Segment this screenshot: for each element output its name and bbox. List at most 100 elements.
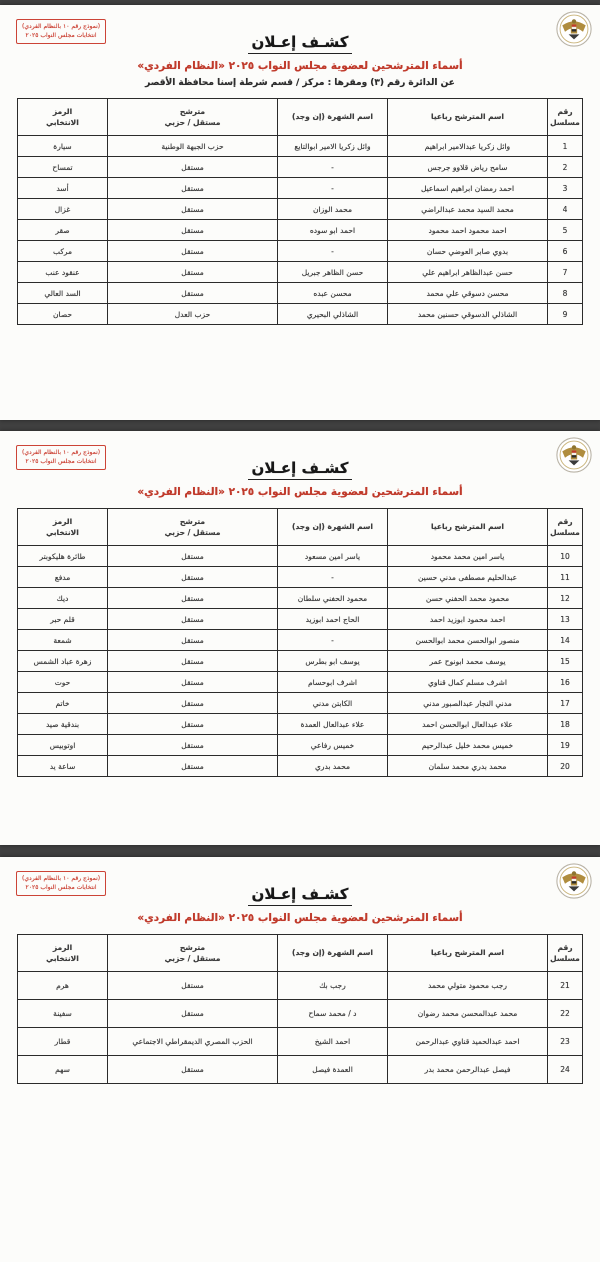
- serial-cell: 19: [547, 734, 583, 756]
- serial-cell: 17: [547, 692, 583, 714]
- page-1: (نموذج رقم ١٠ بالنظام الفردي) انتخابات م…: [0, 5, 600, 420]
- party-cell: مستقل: [107, 650, 278, 672]
- party-cell: حزب الجبهة الوطنية: [107, 135, 278, 157]
- table-row: 20 محمد بدري محمد سلمان محمد بدري مستقل ساعة…: [17, 755, 583, 777]
- party-cell: مستقل: [107, 198, 278, 220]
- famous-name-cell: -: [277, 629, 388, 651]
- symbol-cell: اوتوبيس: [17, 734, 108, 756]
- table-row: 13 احمد محمود ابوزيد احمد الحاج احمد ابوزي…: [17, 608, 583, 630]
- symbol-cell: سفينة: [17, 999, 108, 1028]
- table-row: 22 محمد عبدالمحسن محمد رضوان د / محمد سماح…: [17, 999, 583, 1028]
- famous-name-cell: -: [277, 566, 388, 588]
- serial-cell: 18: [547, 713, 583, 735]
- serial-cell: 15: [547, 650, 583, 672]
- table-row: 23 احمد عبدالحميد قناوي عبدالرحمن احمد الش…: [17, 1027, 583, 1056]
- famous-name-cell: ياسر امين مسعود: [277, 545, 388, 567]
- stamp-line-1: (نموذج رقم ١٠ بالنظام الفردي): [22, 449, 101, 456]
- serial-cell: 3: [547, 177, 583, 199]
- party-cell: مستقل: [107, 566, 278, 588]
- serial-header: رقم مسلسل: [547, 934, 583, 972]
- table-row: 21 رجب محمود متولي محمد رجب بك مستقل هرم: [17, 971, 583, 1000]
- famous-name-cell: الكابتن مدني: [277, 692, 388, 714]
- serial-cell: 16: [547, 671, 583, 693]
- symbol-header: الرمز الانتخابي: [17, 508, 108, 546]
- party-header: مترشح مستقل / حزبي: [107, 934, 278, 972]
- famous-name-cell: يوسف ابو بطرس: [277, 650, 388, 672]
- table-row: 24 فيصل عبدالرحمن محمد بدر العمدة فيصل مستق…: [17, 1055, 583, 1084]
- serial-cell: 5: [547, 219, 583, 241]
- party-header: مترشح مستقل / حزبي: [107, 98, 278, 136]
- famous-name-cell: محمد بدري: [277, 755, 388, 777]
- symbol-cell: تمساح: [17, 156, 108, 178]
- egypt-eagle-emblem-icon: [556, 863, 592, 899]
- famous-name-cell: خميس رفاعي: [277, 734, 388, 756]
- party-cell: حزب العدل: [107, 303, 278, 325]
- famous-name-cell: العمدة فيصل: [277, 1055, 388, 1084]
- party-cell: مستقل: [107, 999, 278, 1028]
- serial-cell: 21: [547, 971, 583, 1000]
- famous-name-cell: محسن عبده: [277, 282, 388, 304]
- party-cell: مستقل: [107, 545, 278, 567]
- symbol-cell: هرم: [17, 971, 108, 1000]
- page-subtitle: أسماء المترشحين لعضوية مجلس النواب ٢٠٢٥ …: [137, 60, 463, 72]
- famous-name-cell: محمود الحفني سلطان: [277, 587, 388, 609]
- table-row: 7 حسن عبدالظاهر ابراهيم علي حسن الظاهر جبر…: [17, 261, 583, 283]
- famous-name-cell: رجب بك: [277, 971, 388, 1000]
- candidates-table: رقم مسلسل اسم المترشح رباعيا اسم الشهرة …: [17, 98, 583, 325]
- serial-cell: 9: [547, 303, 583, 325]
- party-cell: مستقل: [107, 156, 278, 178]
- famous-name-cell: الحاج احمد ابوزيد: [277, 608, 388, 630]
- serial-cell: 14: [547, 629, 583, 651]
- famous-name-cell: احمد الشيخ: [277, 1027, 388, 1056]
- symbol-cell: حصان: [17, 303, 108, 325]
- symbol-cell: صقر: [17, 219, 108, 241]
- symbol-cell: خاتم: [17, 692, 108, 714]
- stamp-line-2: انتخابات مجلس النواب ٢٠٢٥: [25, 32, 97, 40]
- serial-header: رقم مسلسل: [547, 98, 583, 136]
- famous-name-header: اسم الشهرة (إن وجد): [277, 98, 388, 136]
- party-cell: مستقل: [107, 587, 278, 609]
- table-row: 11 عبدالحليم مصطفى مدني حسين - مستقل مدفع: [17, 566, 583, 588]
- candidate-name-cell: اشرف مسلم كمال قناوي: [387, 671, 548, 693]
- candidate-name-cell: منصور ابوالحسن محمد ابوالحسن: [387, 629, 548, 651]
- candidate-name-cell: محمود محمد الحفني حسن: [387, 587, 548, 609]
- symbol-cell: بندقية صيد: [17, 713, 108, 735]
- candidates-table: رقم مسلسل اسم المترشح رباعيا اسم الشهرة …: [17, 508, 583, 777]
- page-subtitle: أسماء المترشحين لعضوية مجلس النواب ٢٠٢٥ …: [137, 912, 463, 924]
- party-cell: مستقل: [107, 261, 278, 283]
- page-title: كشـف إعـلان: [0, 33, 600, 54]
- table-row: 12 محمود محمد الحفني حسن محمود الحفني سلطا…: [17, 587, 583, 609]
- candidate-name-cell: يوسف محمد ابونوح عمر: [387, 650, 548, 672]
- table-row: 6 بدوي صابر العوضي حسان - مستقل مركب: [17, 240, 583, 262]
- candidate-name-cell: احمد محمود ابوزيد احمد: [387, 608, 548, 630]
- candidate-name-cell: محمد السيد محمد عبدالراضي: [387, 198, 548, 220]
- symbol-cell: ساعة يد: [17, 755, 108, 777]
- page-3: (نموذج رقم ١٠ بالنظام الفردي) انتخابات م…: [0, 857, 600, 1262]
- party-cell: مستقل: [107, 240, 278, 262]
- candidate-name-cell: محسن دسوقي علي محمد: [387, 282, 548, 304]
- symbol-cell: مدفع: [17, 566, 108, 588]
- table-row: 15 يوسف محمد ابونوح عمر يوسف ابو بطرس مستقل…: [17, 650, 583, 672]
- symbol-cell: السد العالي: [17, 282, 108, 304]
- party-cell: مستقل: [107, 734, 278, 756]
- candidate-name-cell: وائل زكريا عبدالامير ابراهيم: [387, 135, 548, 157]
- serial-cell: 23: [547, 1027, 583, 1056]
- symbol-cell: سهم: [17, 1055, 108, 1084]
- candidate-name-cell: عبدالحليم مصطفى مدني حسين: [387, 566, 548, 588]
- serial-header: رقم مسلسل: [547, 508, 583, 546]
- party-cell: مستقل: [107, 1055, 278, 1084]
- famous-name-cell: وائل زكريا الامير ابوالتايع: [277, 135, 388, 157]
- famous-name-cell: الشاذلي البحيري: [277, 303, 388, 325]
- party-cell: مستقل: [107, 971, 278, 1000]
- party-cell: مستقل: [107, 671, 278, 693]
- table-row: 18 علاء عبدالعال ابوالحسن احمد علاء عبدالع…: [17, 713, 583, 735]
- serial-cell: 7: [547, 261, 583, 283]
- candidates-table: رقم مسلسل اسم المترشح رباعيا اسم الشهرة …: [17, 934, 583, 1084]
- candidate-name-cell: محمد بدري محمد سلمان: [387, 755, 548, 777]
- serial-cell: 10: [547, 545, 583, 567]
- candidate-name-cell: مدني النجار عبدالصبور مدني: [387, 692, 548, 714]
- party-cell: مستقل: [107, 177, 278, 199]
- serial-cell: 1: [547, 135, 583, 157]
- serial-cell: 4: [547, 198, 583, 220]
